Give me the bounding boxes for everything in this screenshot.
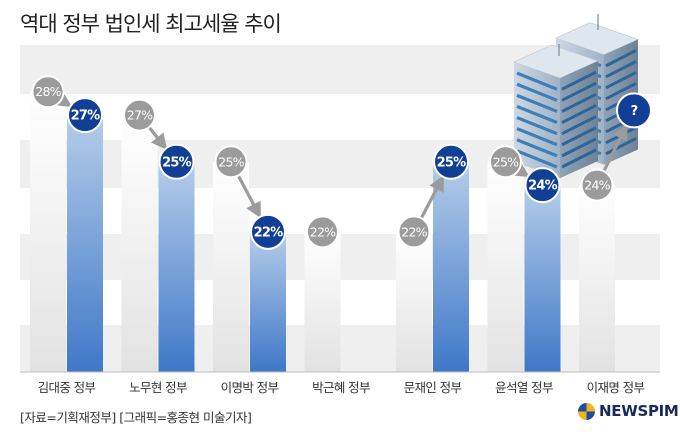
brand-name: NEWSPIM <box>599 402 679 420</box>
trend-arrow <box>602 123 628 173</box>
bar-blue <box>433 161 469 372</box>
svg-text:22%: 22% <box>401 224 427 239</box>
value-label-gray: 24% <box>580 168 614 202</box>
value-label-gray: 27% <box>123 98 156 132</box>
x-axis-labels: 김대중 정부 노무현 정부 이명박 정부 박근혜 정부 문재인 정부 윤석열 정부 이재명 … <box>38 380 646 395</box>
bar-blue <box>250 231 286 372</box>
value-label-blue: 27% <box>67 97 103 134</box>
value-bubbles: 28% 27% 27% 25% 25% 22% 22% 22% 25% 25% 24% 24%? <box>31 75 652 250</box>
x-tick-label: 문재인 정부 <box>404 380 462 395</box>
value-label-gray: 28% <box>31 75 65 109</box>
bar-blue <box>67 115 103 373</box>
x-tick-label: 윤석열 정부 <box>495 380 553 395</box>
value-label-gray: 22% <box>306 215 339 249</box>
brand-logo: NEWSPIM <box>578 402 679 420</box>
svg-text:22%: 22% <box>310 224 336 239</box>
chart-title: 역대 정부 법인세 최고세율 추이 <box>20 12 282 36</box>
svg-text:?: ? <box>631 104 638 119</box>
ring-logo-icon <box>578 402 595 420</box>
bar-gray <box>579 185 615 372</box>
source-credit: [자료=기획재정부] [그래픽=홍종현 미술기자] <box>20 410 252 425</box>
value-label-blue: 22% <box>250 213 286 250</box>
bar-blue <box>524 185 561 372</box>
svg-text:22%: 22% <box>254 225 283 240</box>
trend-arrow <box>236 174 261 219</box>
bar-gray <box>396 231 432 372</box>
bar-gray <box>121 115 158 373</box>
x-tick-label: 이재명 정부 <box>587 380 645 395</box>
bar-gray <box>304 231 341 372</box>
svg-text:27%: 27% <box>71 109 100 124</box>
value-label-gray: 22% <box>397 215 431 249</box>
bars <box>30 91 615 373</box>
svg-text:25%: 25% <box>162 155 191 170</box>
bar-gray <box>487 161 524 372</box>
svg-text:27%: 27% <box>127 108 153 123</box>
value-label-gray: 25% <box>489 145 522 179</box>
svg-text:25%: 25% <box>493 154 519 169</box>
value-label-blue: 25% <box>433 143 469 180</box>
svg-text:25%: 25% <box>437 155 466 170</box>
bar-gray <box>213 161 249 372</box>
svg-text:24%: 24% <box>528 179 557 194</box>
value-label-blue: 24% <box>524 167 561 204</box>
value-label-blue: ? <box>616 92 652 129</box>
trend-arrow <box>147 125 168 150</box>
value-label-blue: 25% <box>158 143 195 180</box>
building-illustration-icon <box>513 14 639 179</box>
svg-text:25%: 25% <box>218 154 244 169</box>
bar-gray <box>30 91 66 372</box>
x-tick-label: 이명박 정부 <box>221 380 279 395</box>
trend-arrow <box>419 175 444 220</box>
x-tick-label: 김대중 정부 <box>38 380 96 395</box>
value-label-gray: 25% <box>214 145 248 179</box>
svg-text:28%: 28% <box>35 84 61 99</box>
bar-blue <box>158 161 195 372</box>
svg-text:24%: 24% <box>584 178 610 193</box>
x-tick-label: 노무현 정부 <box>129 380 187 395</box>
x-tick-label: 박근혜 정부 <box>312 380 370 395</box>
